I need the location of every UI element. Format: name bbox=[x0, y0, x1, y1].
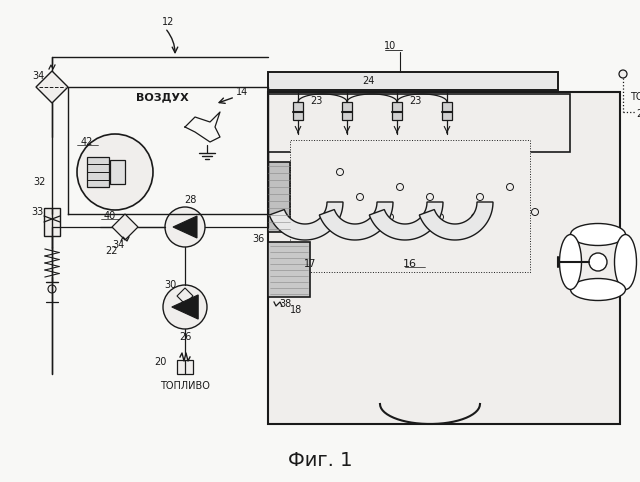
Circle shape bbox=[426, 193, 433, 201]
Bar bbox=[342, 102, 352, 120]
Text: ТОПЛИВО: ТОПЛИВО bbox=[630, 92, 640, 102]
Polygon shape bbox=[269, 202, 343, 240]
Bar bbox=[442, 102, 452, 120]
Text: 32: 32 bbox=[34, 177, 46, 187]
Bar bbox=[268, 94, 570, 152]
Circle shape bbox=[356, 193, 364, 201]
Text: 18: 18 bbox=[290, 305, 302, 315]
Polygon shape bbox=[319, 202, 393, 240]
Text: 23: 23 bbox=[310, 96, 322, 106]
Polygon shape bbox=[173, 216, 197, 238]
Bar bbox=[87, 157, 109, 187]
Text: 22: 22 bbox=[106, 246, 118, 256]
Circle shape bbox=[436, 214, 444, 220]
Text: 34: 34 bbox=[112, 240, 124, 250]
Ellipse shape bbox=[559, 235, 582, 290]
Text: Фиг. 1: Фиг. 1 bbox=[288, 451, 352, 469]
Text: 30: 30 bbox=[164, 280, 176, 290]
Ellipse shape bbox=[570, 279, 625, 300]
Circle shape bbox=[278, 174, 285, 180]
Text: 20: 20 bbox=[636, 109, 640, 119]
Text: 12: 12 bbox=[162, 17, 174, 27]
Polygon shape bbox=[177, 288, 193, 304]
Text: 26: 26 bbox=[179, 332, 191, 342]
Text: 33: 33 bbox=[31, 207, 43, 217]
Polygon shape bbox=[369, 202, 443, 240]
Bar bbox=[392, 102, 402, 120]
Text: 16: 16 bbox=[403, 259, 417, 269]
Text: 14: 14 bbox=[236, 87, 248, 97]
Text: 42: 42 bbox=[81, 137, 93, 147]
Circle shape bbox=[397, 184, 403, 190]
Ellipse shape bbox=[570, 224, 625, 245]
Text: 20: 20 bbox=[155, 357, 167, 367]
Circle shape bbox=[531, 209, 538, 215]
Bar bbox=[268, 92, 620, 424]
Text: 17: 17 bbox=[304, 259, 316, 269]
Text: 28: 28 bbox=[184, 195, 196, 205]
Text: 34: 34 bbox=[32, 71, 44, 81]
Text: 36: 36 bbox=[252, 234, 264, 244]
Bar bbox=[268, 72, 558, 90]
Circle shape bbox=[589, 253, 607, 271]
Polygon shape bbox=[36, 71, 68, 103]
Bar bbox=[290, 140, 530, 272]
Circle shape bbox=[506, 184, 513, 190]
Circle shape bbox=[165, 207, 205, 247]
Bar bbox=[110, 160, 125, 184]
Circle shape bbox=[77, 134, 153, 210]
Bar bbox=[293, 102, 303, 120]
Polygon shape bbox=[419, 202, 493, 240]
Ellipse shape bbox=[614, 235, 637, 290]
Circle shape bbox=[472, 214, 479, 220]
Circle shape bbox=[477, 193, 483, 201]
Text: 38: 38 bbox=[279, 299, 291, 309]
Text: 40: 40 bbox=[104, 211, 116, 221]
Circle shape bbox=[337, 169, 344, 175]
Circle shape bbox=[387, 214, 394, 220]
Polygon shape bbox=[172, 295, 198, 319]
Circle shape bbox=[163, 285, 207, 329]
Bar bbox=[268, 162, 290, 232]
Circle shape bbox=[278, 214, 285, 220]
Polygon shape bbox=[112, 214, 138, 240]
Circle shape bbox=[619, 70, 627, 78]
Text: 10: 10 bbox=[384, 41, 396, 51]
Text: ВОЗДУХ: ВОЗДУХ bbox=[136, 92, 188, 102]
Text: 23: 23 bbox=[409, 96, 421, 106]
Bar bbox=[44, 208, 60, 236]
Bar bbox=[177, 360, 193, 374]
Circle shape bbox=[48, 285, 56, 293]
Bar bbox=[268, 242, 310, 297]
Text: ТОПЛИВО: ТОПЛИВО bbox=[160, 381, 210, 391]
Text: 24: 24 bbox=[362, 76, 374, 86]
